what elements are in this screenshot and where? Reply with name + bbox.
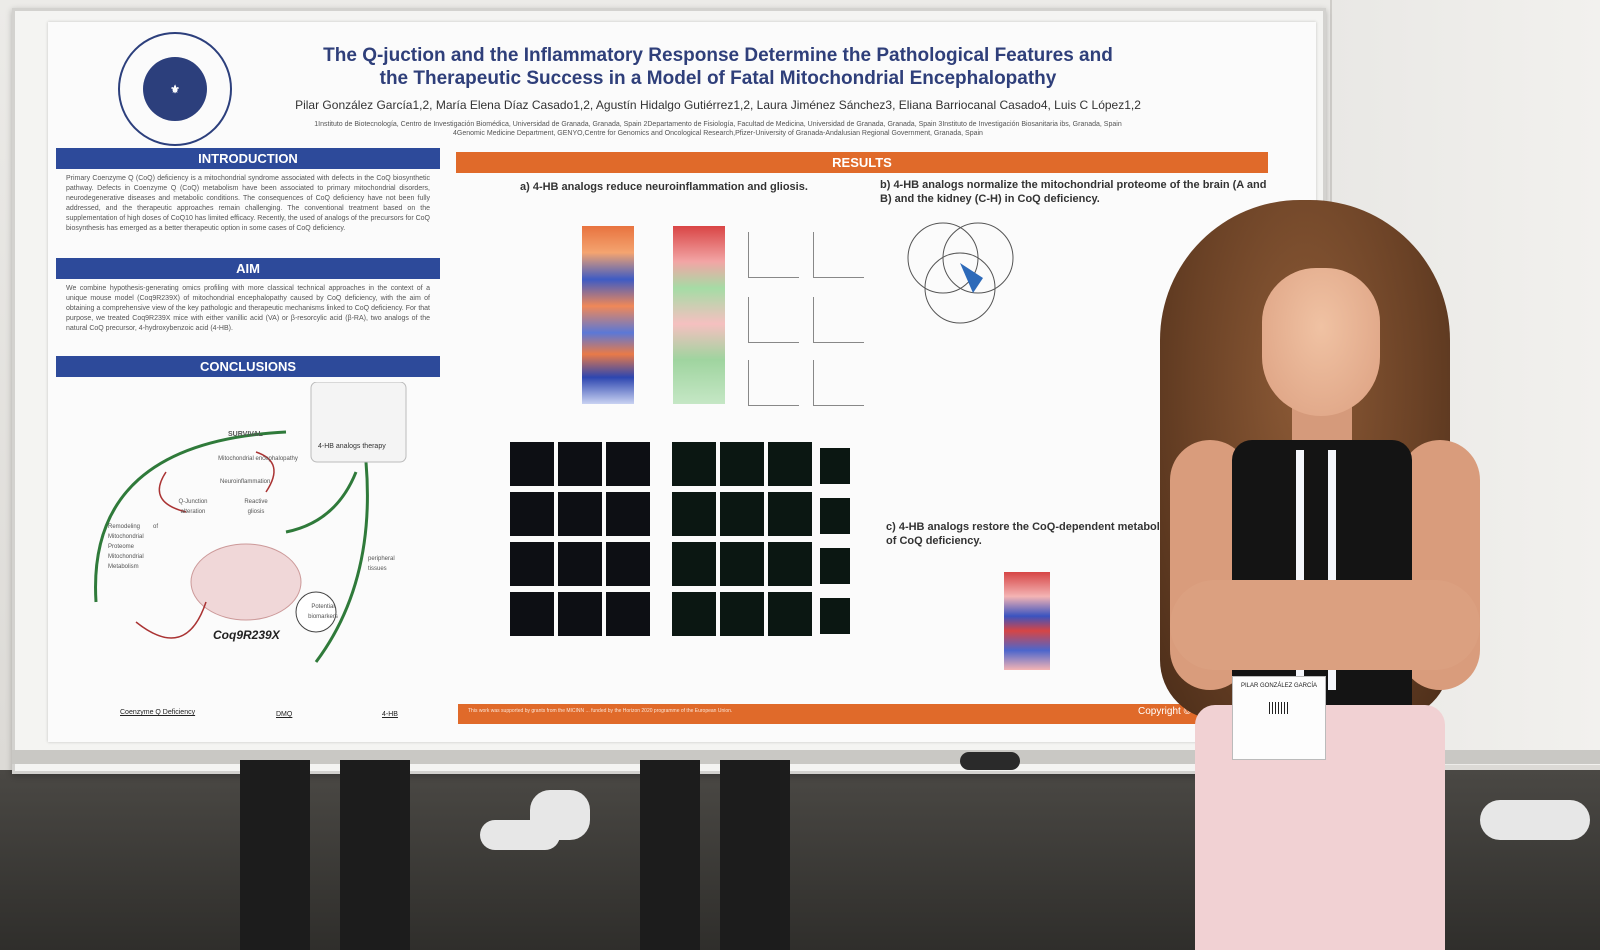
micrograph-zoom (820, 598, 850, 634)
bar-chart-d (813, 232, 864, 278)
micrograph (558, 592, 602, 636)
micrograph (720, 442, 764, 486)
label-qjunction: Q-Junction alteration (178, 499, 208, 515)
university-seal: ⚜ (118, 32, 232, 146)
micrograph (672, 442, 716, 486)
badge-name: PILAR GONZÁLEZ GARCÍA (1240, 683, 1318, 689)
affiliation-line-1: 1Instituto de Biotecnología, Centro de I… (314, 121, 1122, 128)
scientific-poster: ⚜ The Q-juction and the Inflammatory Res… (48, 22, 1316, 742)
bar-chart-g (748, 360, 799, 406)
conclusions-diagram (94, 382, 407, 663)
heatmap-log-ratio (673, 226, 725, 404)
micrograph (768, 492, 812, 536)
shoe (530, 790, 590, 840)
micrograph (606, 492, 650, 536)
micrograph (510, 592, 554, 636)
funding-text: This work was supported by grants from t… (468, 708, 733, 714)
micrograph (720, 492, 764, 536)
label-dmq: DMQ (276, 711, 293, 718)
micrograph (720, 592, 764, 636)
venn-diagram (907, 222, 1014, 324)
micrograph-zoom (820, 548, 850, 584)
results-header: RESULTS (456, 152, 1268, 173)
mouse-illustration (190, 543, 302, 621)
lanyard (1296, 450, 1336, 690)
affiliations: 1Instituto de Biotecnología, Centro de I… (248, 120, 1188, 138)
shoe (1480, 800, 1590, 840)
arrow-path (158, 471, 187, 513)
label-4hb: 4-HB (382, 711, 398, 718)
funding-bar (458, 704, 1316, 724)
label-therapy: 4-HB analogs therapy (318, 443, 386, 450)
micrograph (720, 542, 764, 586)
introduction-text: Primary Coenzyme Q (CoQ) deficiency is a… (66, 175, 430, 232)
micrograph (672, 492, 716, 536)
micrograph (606, 542, 650, 586)
arrow-path (135, 601, 207, 639)
micrograph (510, 442, 554, 486)
micrograph (510, 492, 554, 536)
micrograph (606, 592, 650, 636)
barcode-icon (1269, 702, 1289, 714)
micrograph (672, 542, 716, 586)
micrograph (606, 442, 650, 486)
bar-chart-f (813, 297, 864, 343)
label-survival: SURVIVAL (228, 431, 263, 438)
label-neuroinflammation: Neuroinflammation (220, 479, 271, 485)
authors: Pilar González García1,2, María Elena Dí… (295, 98, 1141, 112)
micrograph (672, 592, 716, 636)
label-metabolism: Mitochondrial Metabolism (108, 554, 144, 570)
label-peripheral: peripheral tissues (368, 556, 395, 572)
micrograph-zoom (820, 448, 850, 484)
poster-title: The Q-juction and the Inflammatory Respo… (288, 44, 1148, 90)
bar-chart-c (748, 232, 799, 278)
background-legs (640, 760, 700, 950)
bar-chart-e (748, 297, 799, 343)
label-remodeling: Remodeling of Mitochondrial Proteome (108, 524, 158, 550)
title-line-2: the Therapeutic Success in a Model of Fa… (379, 68, 1057, 89)
arrow-path (94, 430, 287, 603)
heatmap-metabolites (1004, 572, 1050, 670)
therapy-box (310, 382, 407, 463)
micrograph (558, 442, 602, 486)
micrograph (558, 542, 602, 586)
title-line-1: The Q-juction and the Inflammatory Respo… (323, 45, 1113, 66)
background-legs (720, 760, 790, 950)
micrograph (558, 492, 602, 536)
micrograph (768, 442, 812, 486)
presenter-face (1262, 268, 1380, 416)
micrograph (768, 592, 812, 636)
results-caption-b: b) 4-HB analogs normalize the mitochondr… (880, 179, 1267, 205)
name-badge: PILAR GONZÁLEZ GARCÍA (1232, 676, 1326, 760)
label-mouse-model: Coq9R239X (213, 628, 280, 642)
presenter-crossed-arms (1170, 580, 1480, 670)
label-biomarkers: Potential biomarkers (308, 604, 338, 620)
label-mito: Mitochondrial encephalopathy (218, 456, 298, 462)
affiliation-line-2: 4Genomic Medicine Department, GENYO,Cent… (453, 130, 983, 137)
label-gliosis: Reactive gliosis (244, 499, 268, 515)
micrograph (510, 542, 554, 586)
micrograph (768, 542, 812, 586)
conclusions-header: CONCLUSIONS (56, 356, 440, 377)
shoe (960, 752, 1020, 770)
heatmap-zscore (582, 226, 634, 404)
label-coq-deficiency: Coenzyme Q Deficiency (120, 709, 196, 716)
coat-of-arms-icon: ⚜ (143, 57, 207, 121)
background-legs (240, 760, 310, 950)
aim-header: AIM (56, 258, 440, 279)
micrograph-zoom (820, 498, 850, 534)
arrow-path (314, 461, 369, 663)
background-legs (340, 760, 410, 950)
arrow-path (255, 451, 275, 493)
bar-chart-h (813, 360, 864, 406)
aim-text: We combine hypothesis-generating omics p… (66, 285, 430, 332)
results-caption-a: a) 4-HB analogs reduce neuroinflammation… (520, 181, 808, 193)
arrow-path (285, 471, 358, 534)
biomarker-circle (295, 591, 337, 633)
introduction-header: INTRODUCTION (56, 148, 440, 169)
